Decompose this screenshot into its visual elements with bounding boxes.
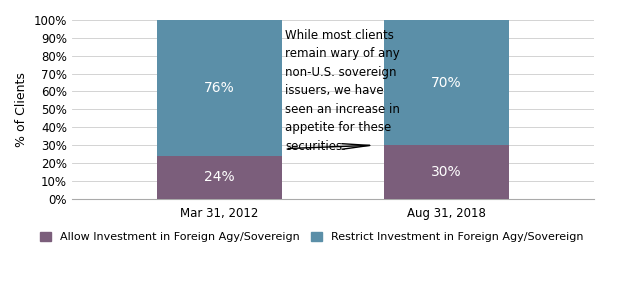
Y-axis label: % of Clients: % of Clients xyxy=(15,72,28,147)
Text: 30%: 30% xyxy=(431,165,462,179)
Bar xyxy=(157,156,282,199)
Text: While most clients
remain wary of any
non-U.S. sovereign
issuers, we have
seen a: While most clients remain wary of any no… xyxy=(285,29,400,153)
Text: 24%: 24% xyxy=(204,170,235,184)
Text: 70%: 70% xyxy=(431,76,462,89)
Legend: Allow Investment in Foreign Agy/Sovereign, Restrict Investment in Foreign Agy/So: Allow Investment in Foreign Agy/Sovereig… xyxy=(36,227,588,247)
Text: 76%: 76% xyxy=(204,81,235,95)
Bar xyxy=(384,145,509,199)
Bar xyxy=(384,20,509,145)
Bar xyxy=(157,20,282,156)
